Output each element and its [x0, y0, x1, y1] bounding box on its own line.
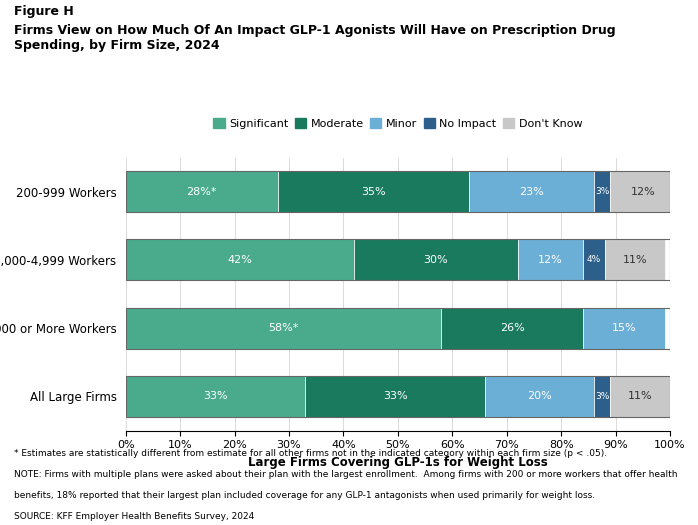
Bar — [126, 308, 441, 349]
Bar — [126, 171, 670, 212]
Bar — [594, 376, 610, 417]
Text: Firms View on How Much Of An Impact GLP-1 Agonists Will Have on Prescription Dru: Firms View on How Much Of An Impact GLP-… — [14, 24, 616, 51]
Bar — [441, 308, 583, 349]
Text: 11%: 11% — [623, 255, 647, 265]
Text: Figure H: Figure H — [14, 5, 74, 18]
Bar — [610, 171, 676, 212]
Text: benefits, 18% reported that their largest plan included coverage for any GLP-1 a: benefits, 18% reported that their larges… — [14, 491, 595, 500]
Bar — [594, 171, 610, 212]
Text: 35%: 35% — [361, 186, 386, 197]
Bar — [485, 376, 594, 417]
Text: 12%: 12% — [538, 255, 563, 265]
Legend: Significant, Moderate, Minor, No Impact, Don't Know: Significant, Moderate, Minor, No Impact,… — [209, 114, 587, 133]
Bar — [518, 239, 583, 280]
Bar — [126, 376, 305, 417]
Text: 58%*: 58%* — [268, 323, 299, 333]
Text: 33%: 33% — [203, 391, 228, 402]
Bar — [604, 239, 664, 280]
Text: 26%: 26% — [500, 323, 525, 333]
Text: 33%: 33% — [383, 391, 408, 402]
X-axis label: Large Firms Covering GLP-1s for Weight Loss: Large Firms Covering GLP-1s for Weight L… — [248, 456, 548, 469]
Text: 3%: 3% — [595, 392, 609, 401]
Text: 23%: 23% — [519, 186, 544, 197]
Text: SOURCE: KFF Employer Health Benefits Survey, 2024: SOURCE: KFF Employer Health Benefits Sur… — [14, 512, 254, 521]
Text: 11%: 11% — [628, 391, 653, 402]
Bar — [305, 376, 485, 417]
Bar — [468, 171, 594, 212]
Text: 15%: 15% — [611, 323, 636, 333]
Text: 4%: 4% — [587, 255, 601, 265]
Bar — [583, 308, 664, 349]
Text: 42%: 42% — [228, 255, 253, 265]
Bar — [610, 376, 670, 417]
Bar — [126, 239, 670, 280]
Bar — [126, 376, 670, 417]
Bar — [126, 239, 355, 280]
Bar — [355, 239, 518, 280]
Text: 3%: 3% — [595, 187, 609, 196]
Text: 30%: 30% — [424, 255, 448, 265]
Bar — [278, 171, 468, 212]
Text: 28%*: 28%* — [186, 186, 217, 197]
Bar — [126, 171, 278, 212]
Bar — [126, 308, 670, 349]
Text: NOTE: Firms with multiple plans were asked about their plan with the largest enr: NOTE: Firms with multiple plans were ask… — [14, 470, 678, 479]
Text: 20%: 20% — [527, 391, 552, 402]
Bar — [583, 239, 604, 280]
Text: * Estimates are statistically different from estimate for all other firms not in: * Estimates are statistically different … — [14, 449, 607, 458]
Text: 12%: 12% — [630, 186, 655, 197]
